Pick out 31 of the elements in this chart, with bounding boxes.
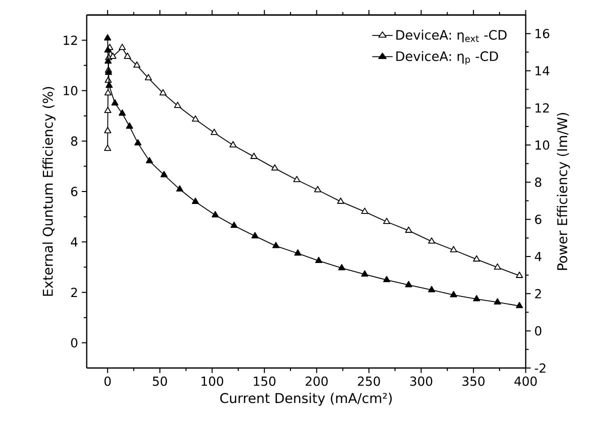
x-tick-label: 200 <box>306 376 328 386</box>
y2-tick-label: -2 <box>534 363 546 373</box>
y2-tick-label: 2 <box>535 289 541 298</box>
y2-tick-label: 6 <box>535 214 542 224</box>
legend-label: DeviceA: η$_{p}$ -CD <box>396 51 498 65</box>
x-tick-label: 0 <box>104 376 111 386</box>
y-tick-label: 8 <box>71 136 78 146</box>
y2-tick-label: 0 <box>535 326 542 336</box>
legend-label: DeviceA: η$_{ext}$ -CD <box>396 30 507 42</box>
y-tick-label: 2 <box>71 288 77 297</box>
y-tick-label: 6 <box>71 186 78 196</box>
y2-tick-label: 4 <box>534 252 542 262</box>
y-tick-label: 4 <box>70 237 78 246</box>
x-tick-label: 250 <box>358 376 380 386</box>
x-tick-label: 300 <box>410 376 432 386</box>
y2-tick-label: 16 <box>536 28 550 38</box>
y2-tick-label: 12 <box>536 103 549 113</box>
y2-tick-label: 14 <box>536 66 550 76</box>
y-axis-title: External Quntum Efficiency (%) <box>42 87 56 296</box>
x-axis-title: Current Density (mA/cm²) <box>220 392 392 406</box>
y-tick-label: 12 <box>64 36 77 45</box>
x-tick-label: 50 <box>152 376 167 386</box>
x-tick-label: 350 <box>462 376 484 386</box>
x-tick-label: 150 <box>254 376 276 386</box>
y-tick-label: 0 <box>71 338 78 348</box>
x-tick-label: 100 <box>202 376 224 386</box>
y2-tick-label: 8 <box>535 177 542 187</box>
x-tick-label: 400 <box>514 376 537 386</box>
y-tick-label: 10 <box>64 86 78 96</box>
y2-axis-title: Power Efficiency (Im/W) <box>556 112 570 270</box>
y2-tick-label: 10 <box>536 140 550 150</box>
